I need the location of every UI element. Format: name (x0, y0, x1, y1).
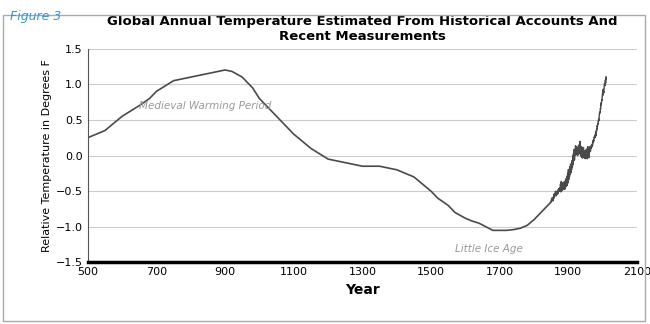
Text: Figure 3: Figure 3 (10, 10, 61, 23)
X-axis label: Year: Year (345, 283, 380, 297)
Y-axis label: Relative Temperature in Degrees F: Relative Temperature in Degrees F (42, 59, 52, 252)
Text: Little Ice Age: Little Ice Age (455, 244, 523, 254)
Text: Medieval Warming Period: Medieval Warming Period (139, 101, 272, 111)
Title: Global Annual Temperature Estimated From Historical Accounts And
Recent Measurem: Global Annual Temperature Estimated From… (107, 15, 618, 43)
